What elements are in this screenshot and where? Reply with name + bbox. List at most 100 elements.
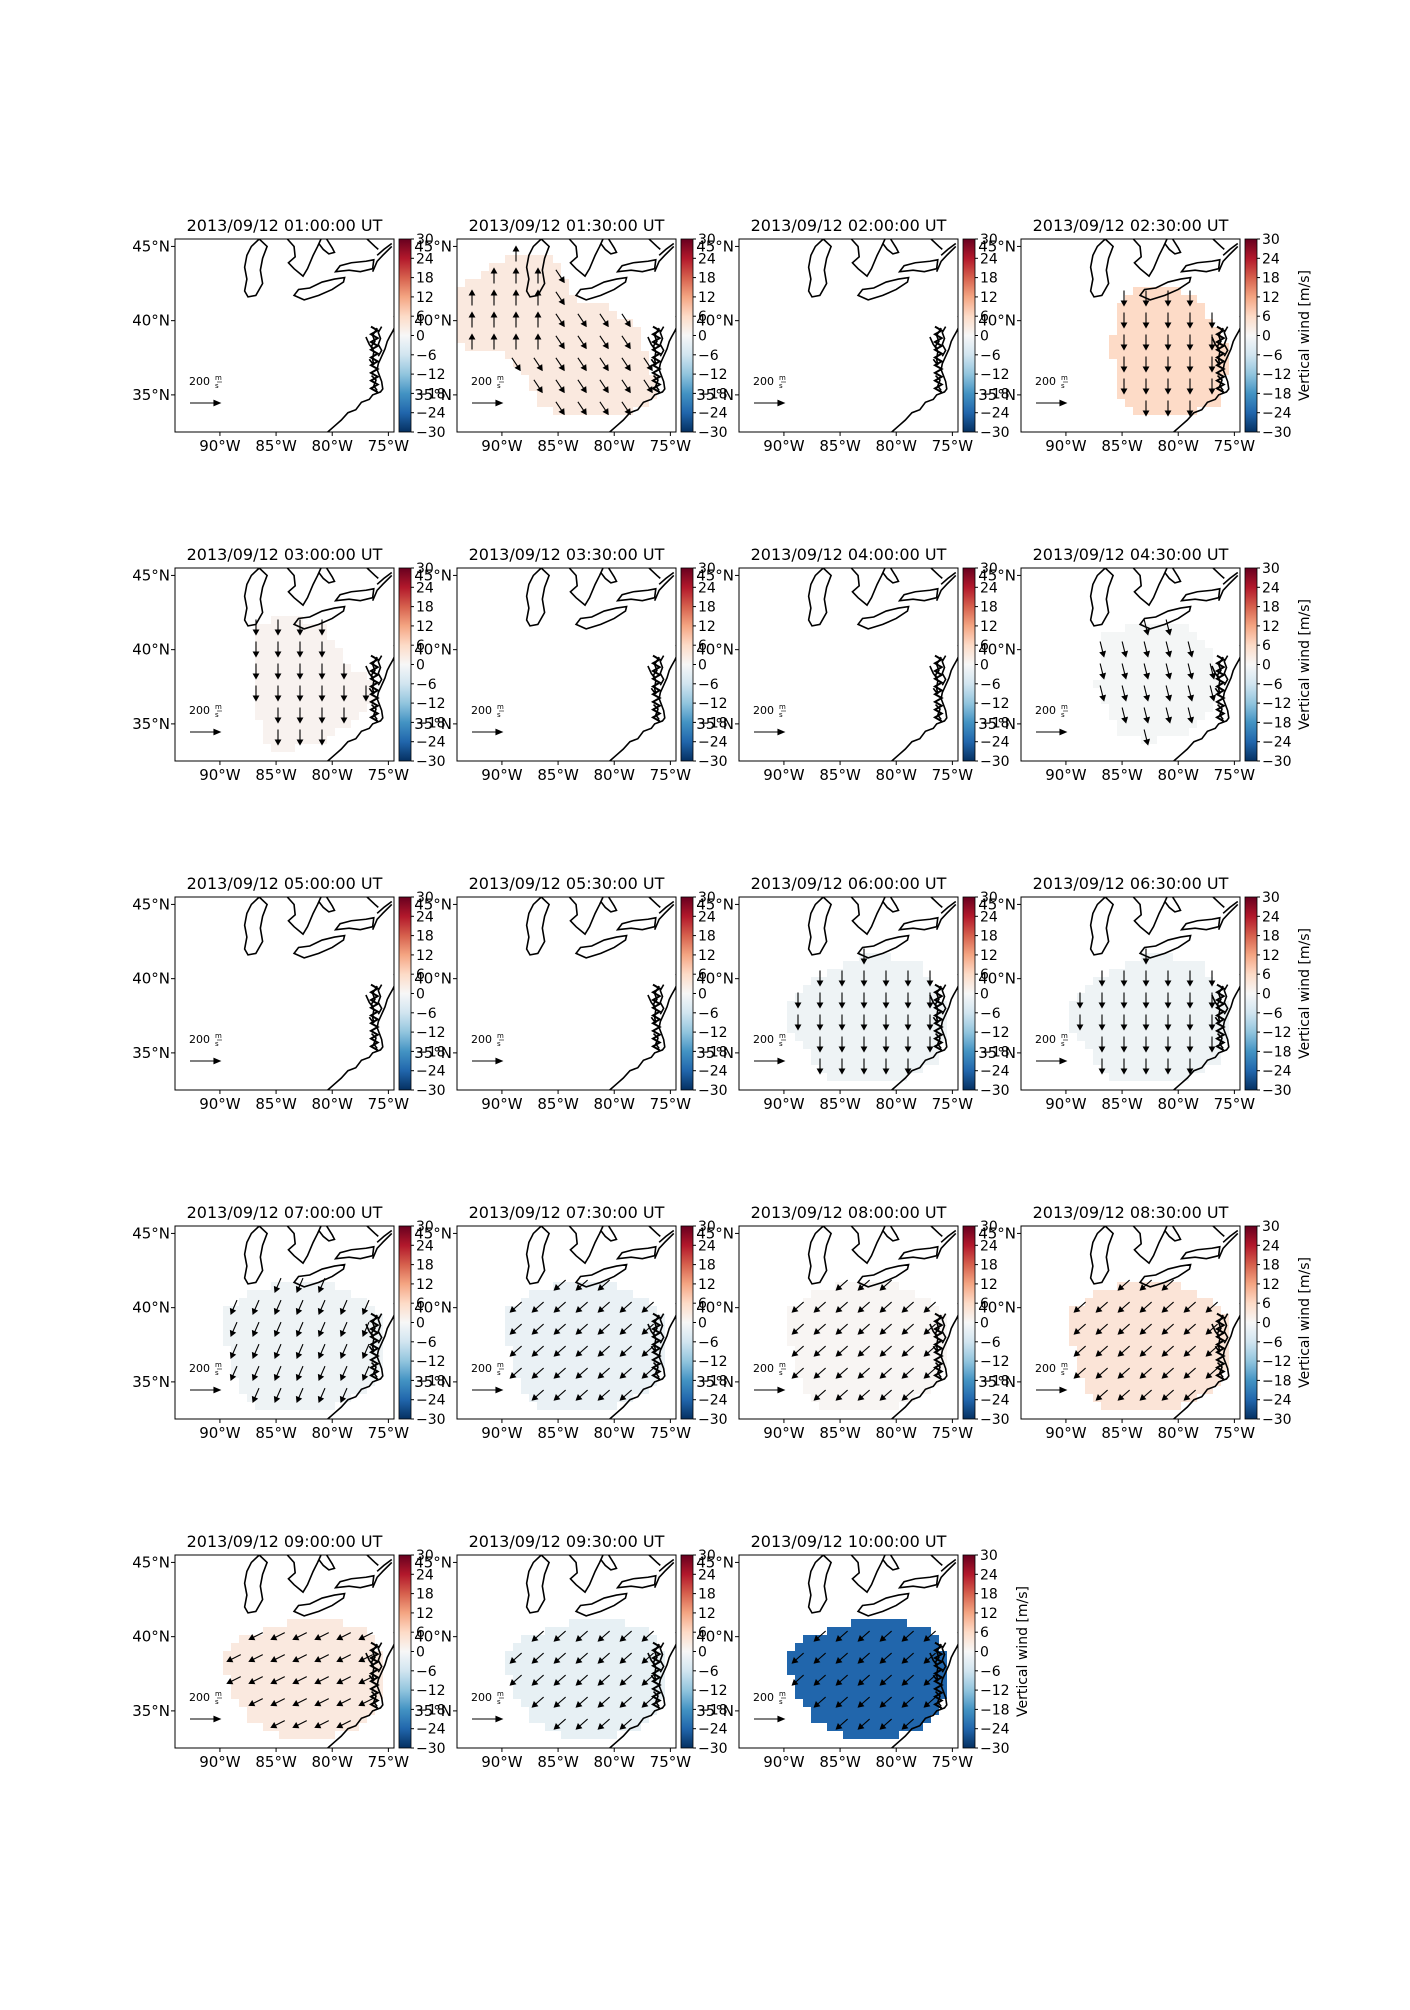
wind-arrow bbox=[252, 685, 260, 702]
wind-arrow bbox=[879, 1323, 892, 1335]
wind-arrow bbox=[1186, 290, 1194, 307]
wind-arrow bbox=[490, 311, 498, 328]
coastline bbox=[286, 1226, 322, 1265]
lat-tick-label: 40°N bbox=[132, 312, 170, 330]
axes-frame bbox=[738, 238, 959, 433]
wind-arrow bbox=[534, 311, 542, 328]
colorbar-tick-label: 30 bbox=[980, 1548, 998, 1564]
wind-arrow bbox=[555, 291, 565, 306]
colorbar-tick-label: −12 bbox=[416, 696, 446, 712]
coastline bbox=[930, 1226, 943, 1237]
wind-arrow bbox=[1187, 707, 1195, 724]
coastline bbox=[1089, 568, 1115, 627]
wind-arrow bbox=[813, 1323, 826, 1335]
colorbar-tick-label: 6 bbox=[1262, 309, 1271, 325]
vertical-wind-field bbox=[1069, 953, 1229, 1081]
reference-vector-arrow bbox=[190, 728, 222, 736]
coastline bbox=[929, 336, 938, 350]
lat-tick-label: 35°N bbox=[978, 715, 1016, 733]
wind-arrow bbox=[1208, 970, 1216, 987]
reference-vector-unit: m bbox=[497, 1361, 504, 1369]
wind-arrow bbox=[274, 619, 282, 636]
coastline bbox=[941, 655, 947, 686]
colorbar-tick-label: 24 bbox=[416, 1238, 434, 1254]
lat-tick-label: 45°N bbox=[978, 895, 1016, 913]
wind-arrow bbox=[1117, 1367, 1130, 1379]
lon-tick-label: 90°W bbox=[763, 1095, 805, 1113]
lon-tick-label: 90°W bbox=[481, 1424, 523, 1442]
colorbar-tick-label: −24 bbox=[980, 406, 1010, 422]
axes-frame bbox=[456, 1225, 677, 1420]
colorbar-tick-label: −30 bbox=[698, 754, 728, 770]
wind-arrow bbox=[641, 1696, 654, 1708]
wind-arrow bbox=[555, 313, 565, 328]
colorbar-tick-label: −6 bbox=[698, 1006, 719, 1022]
reference-vector-label: 200 bbox=[189, 1033, 210, 1046]
reference-vector-unit: s bbox=[779, 1369, 783, 1377]
coastline bbox=[243, 897, 269, 956]
wind-arrow bbox=[490, 267, 498, 284]
wind-arrow bbox=[251, 1321, 260, 1337]
wind-arrow bbox=[1095, 1345, 1108, 1357]
colorbar-tick-label: −24 bbox=[1262, 1393, 1292, 1409]
wind-arrow bbox=[1165, 707, 1173, 724]
wind-arrow bbox=[339, 1321, 348, 1337]
colorbar-tick-label: −6 bbox=[1262, 348, 1283, 364]
lat-tick-label: 40°N bbox=[132, 1299, 170, 1317]
lat-tick-label: 45°N bbox=[414, 566, 452, 584]
wind-arrow bbox=[358, 1632, 373, 1641]
wind-arrow bbox=[857, 1718, 870, 1730]
coastline bbox=[897, 258, 939, 273]
coastline bbox=[1138, 1263, 1192, 1288]
coastline bbox=[929, 1652, 938, 1666]
coastline bbox=[1212, 897, 1225, 908]
colorbar-tick-label: 12 bbox=[416, 948, 434, 964]
coastline bbox=[568, 1555, 604, 1594]
colorbar-tick-label: −6 bbox=[980, 1335, 1001, 1351]
wind-arrow bbox=[619, 1652, 632, 1664]
colorbar-tick-label: 18 bbox=[698, 929, 716, 945]
wind-arrow bbox=[619, 1696, 632, 1708]
coastline bbox=[648, 239, 661, 250]
wind-arrow bbox=[336, 1676, 351, 1685]
wind-arrow bbox=[531, 1345, 544, 1357]
wind-arrow bbox=[621, 313, 631, 328]
wind-arrow bbox=[274, 729, 282, 746]
colorbar bbox=[962, 1554, 976, 1749]
colorbar-tick-label: 24 bbox=[698, 1567, 716, 1583]
wind-arrow bbox=[1095, 1367, 1108, 1379]
colorbar-tick-label: 6 bbox=[698, 1625, 707, 1641]
reference-vector-arrow bbox=[754, 728, 786, 736]
colorbar-tick-label: 6 bbox=[980, 1296, 989, 1312]
wind-arrow bbox=[336, 1720, 351, 1729]
coastline bbox=[365, 1652, 374, 1666]
map-area bbox=[807, 568, 958, 761]
coastline bbox=[365, 336, 374, 350]
coastline bbox=[366, 1555, 379, 1566]
colorbar-tick-label: −18 bbox=[1262, 1373, 1292, 1389]
wind-arrow bbox=[1099, 685, 1107, 702]
panel: 2013/09/12 09:30:00 UT 200 ms 45°N 40°N 35°N 9… bbox=[414, 1532, 727, 1771]
lon-tick-label: 90°W bbox=[1045, 766, 1087, 784]
panel: 2013/09/12 04:00:00 UT 200 ms 45°N 40°N 35°N 9… bbox=[696, 545, 1009, 784]
wind-arrow bbox=[534, 333, 542, 350]
colorbar bbox=[398, 1554, 412, 1749]
wind-arrow bbox=[813, 1389, 826, 1401]
reference-vector-unit: m bbox=[1061, 1361, 1068, 1369]
lat-tick-label: 40°N bbox=[978, 1299, 1016, 1317]
wind-arrow bbox=[490, 333, 498, 350]
reference-vector-arrow bbox=[190, 1715, 222, 1723]
wind-arrow bbox=[295, 1343, 304, 1359]
reference-vector-unit: m bbox=[779, 703, 786, 711]
reference-vector-label: 200 bbox=[753, 704, 774, 717]
wind-arrow bbox=[295, 1387, 304, 1403]
lon-tick-label: 75°W bbox=[650, 1095, 692, 1113]
reference-vector-label: 200 bbox=[471, 1691, 492, 1704]
wind-arrow bbox=[226, 1654, 241, 1663]
colorbar-tick-label: 24 bbox=[980, 1238, 998, 1254]
wind-arrow bbox=[1121, 707, 1129, 724]
wind-arrow bbox=[879, 1345, 892, 1357]
reference-vector-unit: s bbox=[497, 711, 501, 719]
coastline bbox=[940, 1558, 957, 1572]
colorbar-tick-label: −12 bbox=[980, 1025, 1010, 1041]
